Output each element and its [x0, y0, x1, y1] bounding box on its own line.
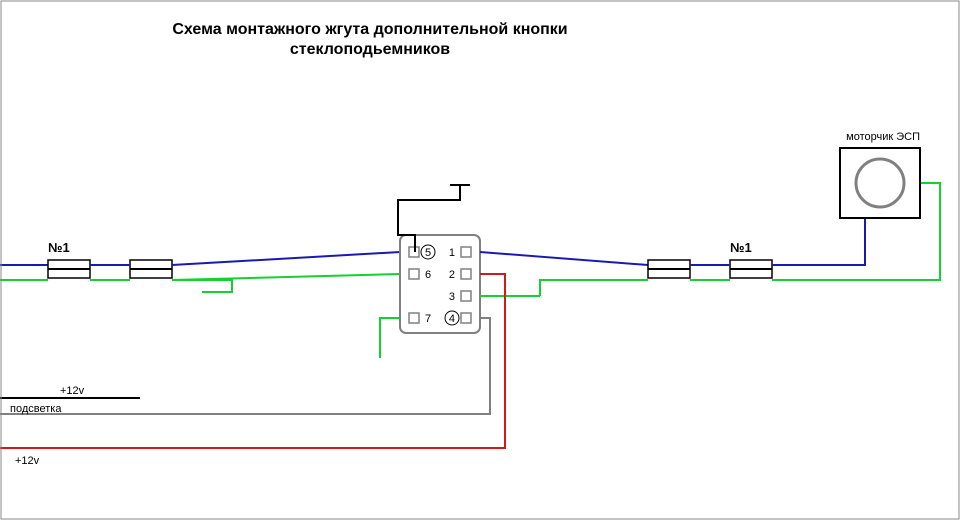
label: 1 — [449, 247, 455, 259]
pin-3 — [461, 291, 471, 301]
title-line2: стеклоподьемников — [290, 41, 450, 58]
pin-2 — [461, 269, 471, 279]
label: 2 — [449, 269, 455, 281]
pin-7 — [409, 313, 419, 323]
pin-1 — [461, 247, 471, 257]
motor-circle — [856, 159, 904, 207]
label: 3 — [449, 291, 455, 303]
wire — [172, 252, 400, 265]
label: 6 — [425, 269, 431, 281]
wire — [480, 252, 648, 265]
wire — [380, 318, 400, 358]
wire — [172, 274, 400, 280]
pin-4 — [461, 313, 471, 323]
label: 4 — [449, 313, 455, 325]
wire — [172, 280, 232, 292]
label: +12v — [15, 455, 40, 467]
label: подсветка — [10, 403, 62, 415]
label: №1 — [730, 240, 752, 255]
label: +12v — [60, 385, 85, 397]
label: 5 — [425, 247, 431, 259]
title-line1: Схема монтажного жгута дополнительной кн… — [172, 21, 567, 38]
label: моторчик ЭСП — [846, 131, 920, 143]
wire — [540, 280, 648, 296]
label: №1 — [48, 240, 70, 255]
pin-6 — [409, 269, 419, 279]
label: 7 — [425, 313, 431, 325]
wire — [772, 218, 865, 265]
